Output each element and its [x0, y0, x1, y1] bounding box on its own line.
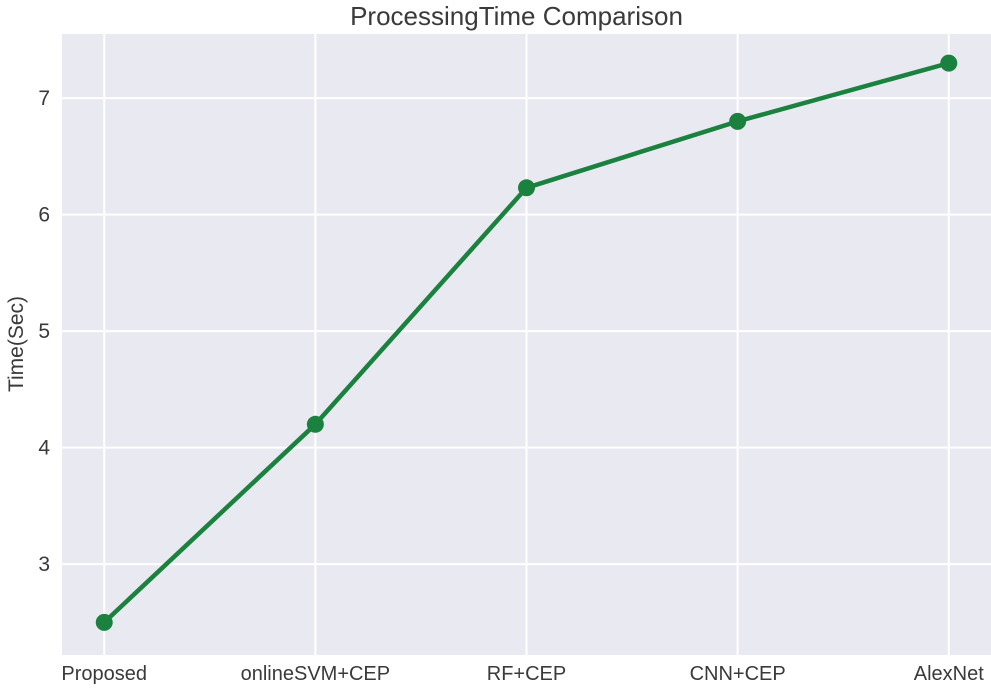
data-point — [729, 112, 747, 130]
chart-title: ProcessingTime Comparison — [350, 1, 683, 31]
y-tick-label: 6 — [38, 204, 50, 227]
x-tick-label: RF+CEP — [487, 663, 566, 685]
y-tick-label: 4 — [38, 437, 50, 460]
x-tick-label: onlineSVM+CEP — [241, 663, 391, 685]
x-tick-label: AlexNet — [914, 663, 984, 685]
data-point — [95, 613, 113, 631]
data-point — [940, 54, 958, 72]
y-tick-label: 7 — [38, 87, 50, 110]
y-tick-label: 5 — [38, 320, 50, 343]
data-point — [306, 415, 324, 433]
data-point — [518, 179, 535, 197]
x-tick-label: CNN+CEP — [690, 663, 786, 685]
y-tick-label: 3 — [38, 553, 50, 576]
x-tick-label: Proposed — [61, 663, 147, 685]
